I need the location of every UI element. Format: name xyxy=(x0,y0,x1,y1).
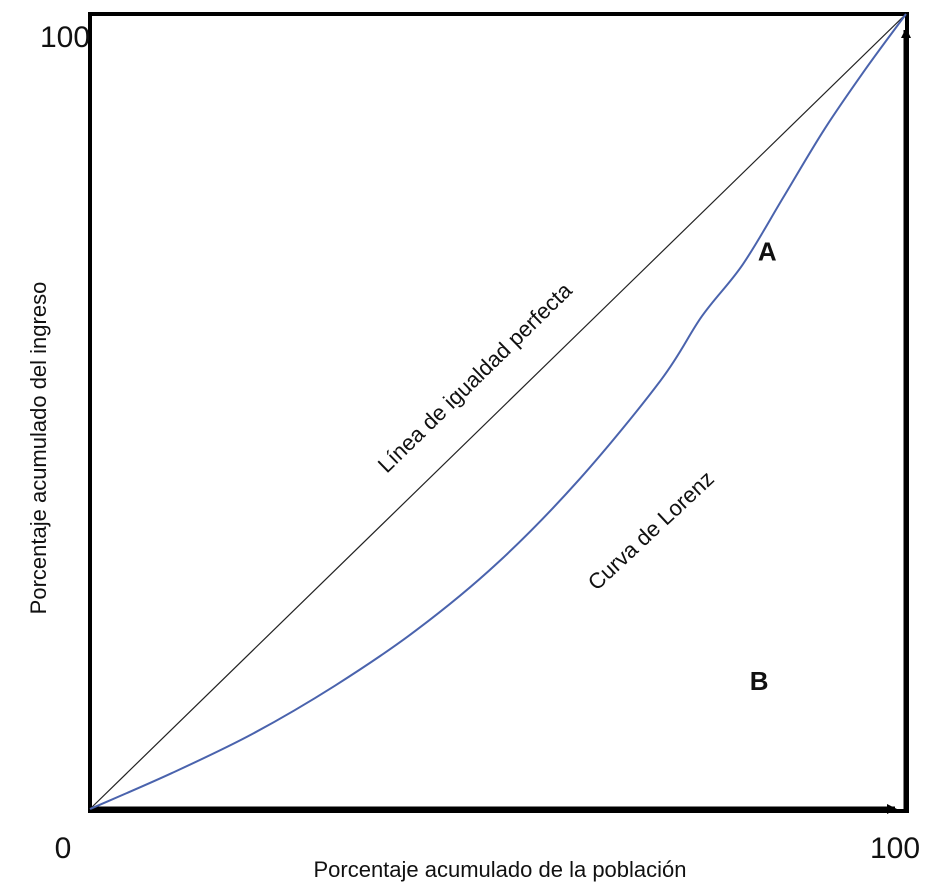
plot-frame xyxy=(88,12,909,813)
region-b-label: B xyxy=(750,666,769,696)
origin-tick-label: 0 xyxy=(55,832,72,865)
equality-line-label: Línea de igualdad perfecta xyxy=(373,277,577,477)
region-a-label: A xyxy=(758,236,777,266)
series-layer xyxy=(89,13,907,810)
lorenz-curve xyxy=(89,13,907,810)
x-max-tick-label: 100 xyxy=(870,832,920,865)
y-max-tick-label: 100 xyxy=(40,21,90,54)
y-axis-title: Porcentaje acumulado del ingreso xyxy=(26,282,51,615)
lorenz-curve-label: Curva de Lorenz xyxy=(583,466,719,595)
equality-line xyxy=(89,13,907,810)
x-axis-title: Porcentaje acumulado de la población xyxy=(313,857,686,882)
